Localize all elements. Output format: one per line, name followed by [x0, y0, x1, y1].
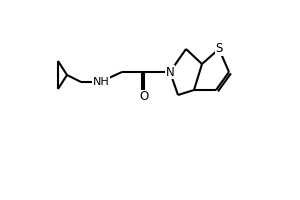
Text: NH: NH	[93, 77, 110, 87]
Text: N: N	[166, 66, 174, 78]
Text: S: S	[215, 43, 223, 55]
Text: O: O	[140, 90, 148, 104]
